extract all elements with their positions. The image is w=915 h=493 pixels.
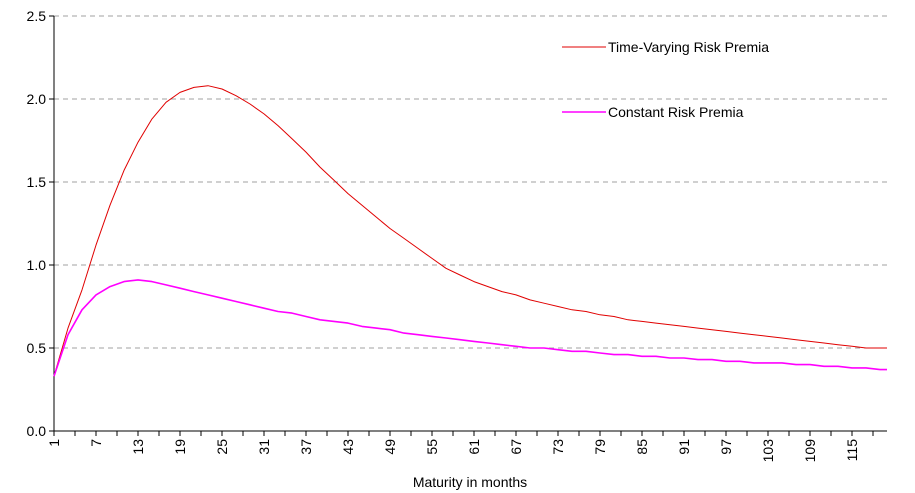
x-tick-label: 67 <box>508 439 524 455</box>
grid-lines <box>54 15 887 349</box>
x-tick-label: 85 <box>634 439 650 455</box>
x-tick-label: 7 <box>88 439 104 447</box>
axes <box>53 16 887 432</box>
x-tick-labels: 1 7 13 19 25 31 37 43 49 55 61 67 73 79 85 91 97 103 109 11… <box>46 431 874 463</box>
x-tick-label: 73 <box>550 439 566 455</box>
series-lines <box>53 85 887 377</box>
x-tick-label: 25 <box>214 439 230 455</box>
x-tick-label: 1 <box>46 439 62 447</box>
legend: Time-Varying Risk Premia Constant Risk Pr… <box>562 39 769 120</box>
y-tick-label: 1.5 <box>27 174 47 190</box>
x-tick-label: 115 <box>844 439 860 462</box>
series-line-time-varying <box>53 85 887 377</box>
y-tick-label: 2.5 <box>27 8 47 24</box>
x-tick-label: 43 <box>340 439 356 455</box>
y-tick-label: 1.0 <box>27 257 47 273</box>
series-line-constant <box>53 279 887 377</box>
x-tick-label: 91 <box>676 439 692 455</box>
x-tick-label: 103 <box>760 439 776 463</box>
x-tick-label: 109 <box>802 439 818 463</box>
legend-label: Time-Varying Risk Premia <box>608 39 769 55</box>
x-tick-label: 97 <box>718 439 734 455</box>
y-tick-label: 0.5 <box>27 340 47 356</box>
x-tick-label: 79 <box>592 439 608 455</box>
x-axis-title: Maturity in months <box>413 474 527 490</box>
legend-label: Constant Risk Premia <box>608 104 744 120</box>
x-tick-label: 37 <box>298 439 314 455</box>
y-tick-label: 0.0 <box>27 423 47 439</box>
x-tick-label: 19 <box>172 439 188 455</box>
x-tick-label: 55 <box>424 439 440 455</box>
y-tick-label: 2.0 <box>27 91 47 107</box>
x-tick-label: 49 <box>382 439 398 455</box>
x-tick-label: 61 <box>466 439 482 455</box>
x-tick-label: 31 <box>256 439 272 455</box>
x-tick-label: 13 <box>130 439 146 455</box>
y-tick-labels: 0.0 0.5 1.0 1.5 2.0 2.5 <box>27 8 54 439</box>
